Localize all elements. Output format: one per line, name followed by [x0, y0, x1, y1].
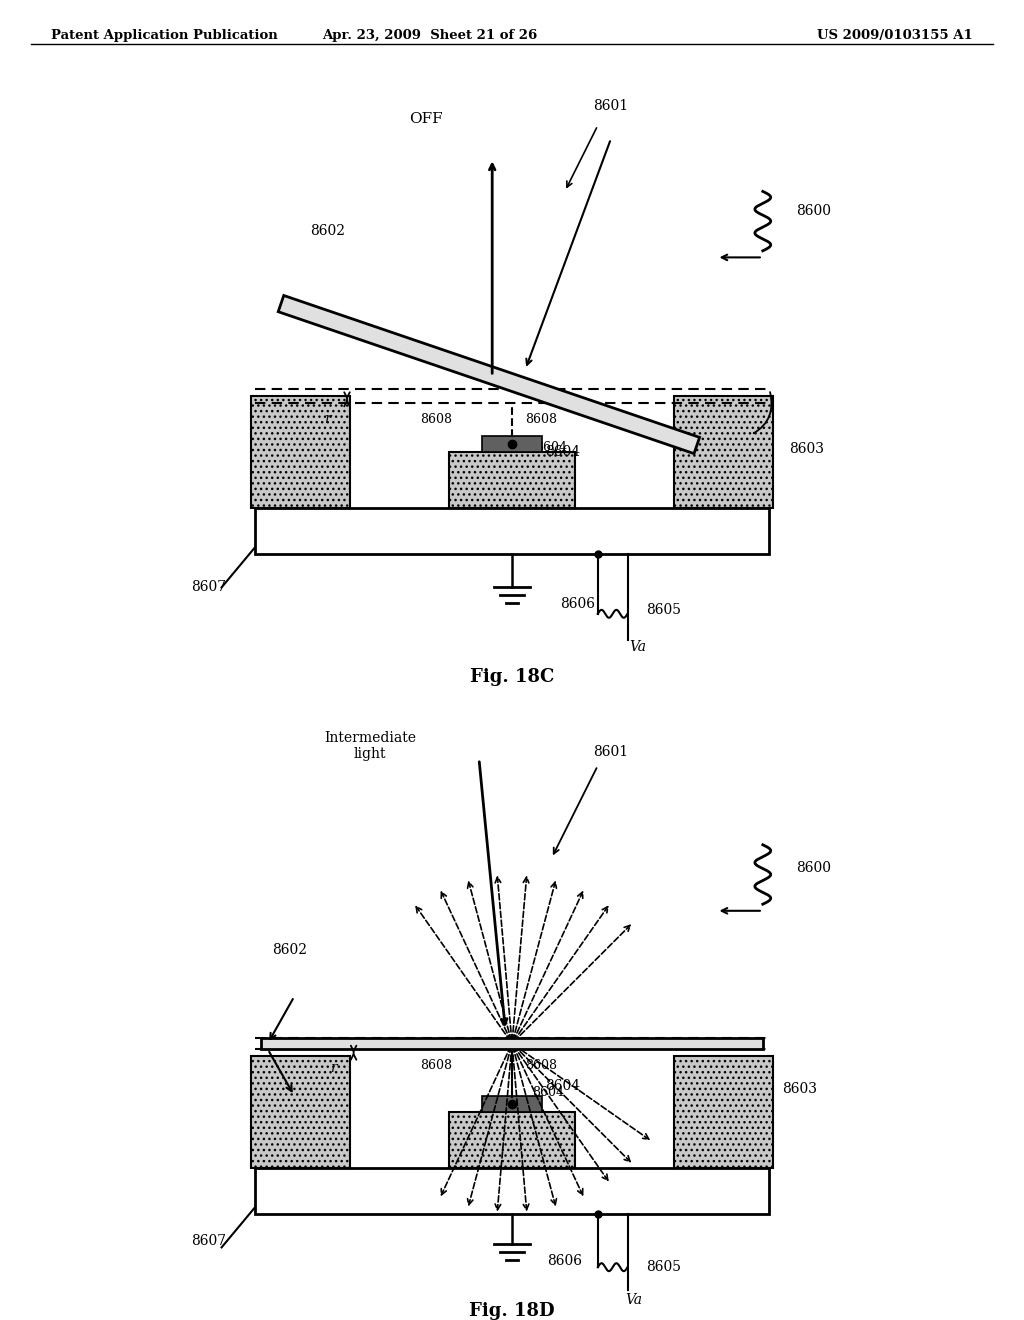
Bar [251, 396, 350, 508]
Text: Fig. 18D: Fig. 18D [469, 1302, 555, 1320]
Text: 8604: 8604 [531, 1086, 564, 1098]
FancyArrowPatch shape [754, 392, 771, 433]
Text: 8601: 8601 [594, 99, 629, 112]
Text: r: r [324, 412, 331, 426]
Bar [674, 396, 773, 508]
Bar [450, 1111, 574, 1168]
Text: 8604: 8604 [545, 1078, 581, 1093]
Bar [251, 1056, 350, 1168]
Text: 8605: 8605 [646, 603, 681, 618]
Text: 8605: 8605 [646, 1261, 681, 1274]
Text: 8608: 8608 [525, 1060, 557, 1072]
Bar [255, 1168, 769, 1214]
Text: 8600: 8600 [796, 861, 830, 875]
Text: 8604: 8604 [536, 441, 567, 454]
Text: Va: Va [626, 1294, 643, 1307]
Text: Fig. 18C: Fig. 18C [470, 668, 554, 685]
Text: US 2009/0103155 A1: US 2009/0103155 A1 [817, 29, 973, 42]
Text: 8608: 8608 [525, 413, 557, 425]
Text: Intermediate
light: Intermediate light [325, 731, 416, 760]
Text: Patent Application Publication: Patent Application Publication [51, 29, 278, 42]
Text: Apr. 23, 2009  Sheet 21 of 26: Apr. 23, 2009 Sheet 21 of 26 [323, 29, 538, 42]
Bar [450, 451, 574, 508]
Text: 8604: 8604 [545, 445, 581, 459]
Bar [261, 1038, 763, 1049]
Text: 8606: 8606 [560, 597, 596, 611]
Text: Va: Va [629, 640, 646, 653]
Text: 8608: 8608 [421, 1060, 453, 1072]
Text: r: r [331, 1061, 337, 1074]
Text: 8607: 8607 [190, 1234, 226, 1247]
Text: 8600: 8600 [796, 205, 830, 218]
Text: 8606: 8606 [547, 1254, 583, 1267]
Text: 8602: 8602 [272, 944, 307, 957]
Bar [482, 1096, 542, 1111]
Text: 8603: 8603 [790, 442, 824, 455]
Text: 8601: 8601 [594, 746, 629, 759]
Bar [482, 436, 542, 451]
Bar [255, 508, 769, 554]
Bar [674, 1056, 773, 1168]
Text: 8602: 8602 [309, 224, 345, 238]
Polygon shape [279, 296, 699, 454]
Text: 8608: 8608 [421, 413, 453, 425]
Text: 8603: 8603 [782, 1082, 817, 1096]
Text: OFF: OFF [410, 112, 443, 125]
Text: 8607: 8607 [190, 581, 226, 594]
